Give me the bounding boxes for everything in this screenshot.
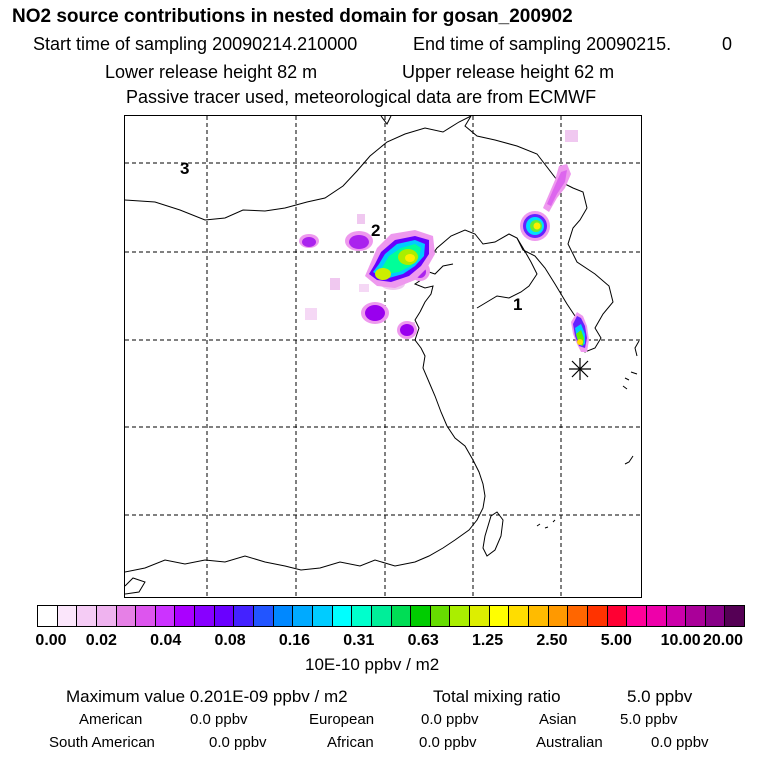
colorbar-cell (568, 606, 588, 626)
source-name-african: African (327, 734, 374, 751)
colorbar-cell (175, 606, 196, 626)
colorbar-cell (705, 606, 726, 626)
colorbar-cell (136, 606, 156, 626)
colorbar-units: 10E-10 ppbv / m2 (305, 655, 440, 674)
colorbar-tick-label: 20.00 (702, 632, 744, 649)
colorbar-cell (195, 606, 215, 626)
map-panel: 3 2 1 (124, 115, 642, 598)
source-name-american: American (79, 711, 143, 728)
figure-title: NO2 source contributions in nested domai… (12, 6, 573, 27)
colorbar-cell (312, 606, 333, 626)
source-value-australian: 0.0 ppbv (651, 734, 709, 751)
colorbar-tick-label: 0.00 (35, 632, 67, 649)
colorbar-cell (352, 606, 372, 626)
colorbar-cell (607, 606, 628, 626)
lower-release-height: Lower release height 82 m (105, 62, 318, 82)
colorbar-tick-label: 1.25 (471, 632, 504, 649)
colorbar-tick-label: 0.02 (85, 632, 117, 649)
map-label-3: 3 (180, 159, 190, 178)
colorbar-cell (234, 606, 255, 626)
colorbar-cell (686, 606, 706, 626)
source-value-african: 0.0 ppbv (419, 734, 477, 751)
map-canvas (125, 116, 641, 597)
source-name-australian: Australian (536, 734, 603, 751)
map-label-2: 2 (371, 221, 381, 240)
source-value-asian: 5.0 ppbv (620, 711, 678, 728)
tracer-note: Passive tracer used, meteorological data… (126, 87, 597, 107)
colorbar-cell (38, 606, 58, 626)
colorbar-cell (332, 606, 353, 626)
colorbar-tick-label: 10.00 (660, 632, 701, 649)
colorbar-cell (646, 606, 667, 626)
colorbar-tick-label: 0.04 (150, 632, 182, 649)
colorbar-cell (273, 606, 294, 626)
source-value-south-american: 0.0 ppbv (209, 734, 267, 751)
colorbar-cell (77, 606, 97, 626)
start-time-label: Start time of sampling 20090214.210000 (33, 34, 358, 54)
source-value-american: 0.0 ppbv (190, 711, 248, 728)
colorbar-cell (214, 606, 235, 626)
colorbar-cell (529, 606, 549, 626)
concentration-patches (299, 130, 589, 352)
colorbar-cell (391, 606, 412, 626)
colorbar-cell (155, 606, 176, 626)
colorbar-cell (411, 606, 431, 626)
colorbar-cell (96, 606, 117, 626)
colorbar-cell (57, 606, 78, 626)
colorbar-cell (470, 606, 490, 626)
map-label-1: 1 (513, 295, 523, 314)
total-mixing-ratio-label: Total mixing ratio (433, 687, 561, 706)
colorbar (37, 605, 745, 627)
end-time-label: End time of sampling 20090215. (413, 34, 672, 54)
asterisk-receptor-icon (569, 358, 591, 380)
end-time-hour: 0 (722, 34, 733, 54)
colorbar-tick-label: 5.00 (600, 632, 632, 649)
colorbar-cell (587, 606, 608, 626)
source-name-asian: Asian (539, 711, 577, 728)
lat-lon-grid (125, 116, 641, 597)
colorbar-cell (116, 606, 137, 626)
colorbar-cell (725, 606, 745, 626)
colorbar-cell (489, 606, 510, 626)
colorbar-tick-label: 0.16 (278, 632, 311, 649)
colorbar-tick-label: 0.63 (407, 632, 439, 649)
colorbar-tick-label: 2.50 (536, 632, 568, 649)
colorbar-cell (666, 606, 687, 626)
source-value-european: 0.0 ppbv (421, 711, 479, 728)
colorbar-cell (430, 606, 451, 626)
colorbar-cell (548, 606, 569, 626)
source-name-european: European (309, 711, 375, 728)
colorbar-cell (627, 606, 647, 626)
maximum-value: Maximum value 0.201E-09 ppbv / m2 (66, 687, 348, 706)
colorbar-cell (293, 606, 313, 626)
colorbar-cell (371, 606, 392, 626)
upper-release-height: Upper release height 62 m (402, 62, 615, 82)
total-mixing-ratio-value: 5.0 ppbv (627, 687, 693, 706)
colorbar-tick-label: 0.08 (214, 632, 246, 649)
source-name-south-american: South American (49, 734, 155, 751)
colorbar-tick-label: 0.31 (343, 632, 375, 649)
colorbar-cell (450, 606, 471, 626)
colorbar-cell (509, 606, 530, 626)
colorbar-cell (254, 606, 274, 626)
